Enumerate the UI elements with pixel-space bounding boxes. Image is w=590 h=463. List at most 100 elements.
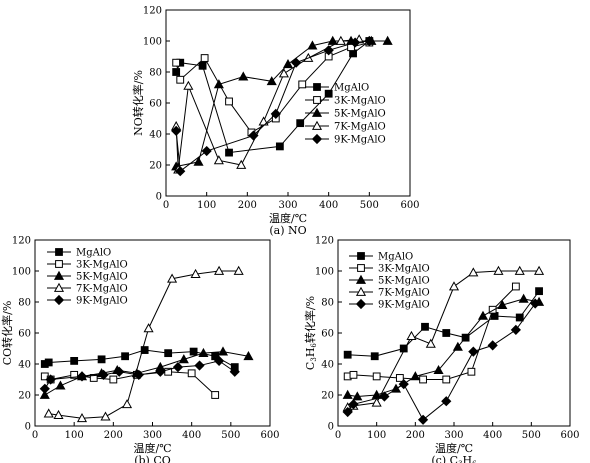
data-point — [225, 97, 233, 106]
x-tick-label: 100 — [367, 430, 386, 441]
series-9k-mgalo — [342, 298, 541, 425]
series-3k-mgalo — [40, 367, 220, 399]
x-axis-label: 温度/℃ — [435, 441, 473, 455]
data-point — [514, 265, 525, 275]
y-tick-label: 120 — [143, 6, 162, 17]
y-tick-label: 60 — [149, 99, 162, 110]
data-point — [198, 347, 209, 358]
y-tick-label: 60 — [321, 329, 334, 340]
data-point — [140, 346, 149, 354]
legend-marker — [357, 264, 365, 272]
chart-caption: (a) NO — [269, 224, 306, 237]
data-point — [352, 391, 363, 401]
data-point — [172, 361, 184, 373]
chart-caption: (c) C3H6 — [431, 454, 477, 463]
data-point — [270, 108, 281, 119]
data-point — [298, 80, 307, 89]
y-axis-label: NO转化率/% — [131, 70, 145, 136]
data-point — [172, 68, 181, 76]
data-point — [511, 282, 520, 291]
data-point — [468, 346, 479, 357]
legend-marker — [53, 282, 65, 292]
y-tick-label: 0 — [156, 192, 162, 203]
data-point — [172, 58, 181, 67]
data-point — [76, 413, 88, 423]
y-tick-label: 100 — [12, 267, 31, 278]
x-tick-label: 200 — [406, 430, 425, 441]
data-point — [39, 389, 50, 399]
data-point — [342, 389, 353, 399]
data-point — [213, 355, 225, 367]
legend-marker — [55, 260, 63, 268]
data-point — [468, 267, 479, 277]
x-tick-label: 600 — [560, 430, 579, 441]
data-point — [497, 299, 508, 309]
legend-entry: 9K-MgAlO — [76, 296, 128, 307]
data-point — [121, 352, 129, 361]
data-point — [419, 375, 427, 384]
y-tick-label: 100 — [315, 267, 334, 278]
data-point — [238, 71, 249, 81]
legend-entry: 5K-MgAlO — [76, 272, 128, 283]
data-point — [442, 329, 451, 337]
data-point — [534, 265, 545, 275]
data-point — [493, 265, 504, 275]
data-point — [291, 57, 302, 68]
chart-panel-c3h6: 0 100 200 300 400 500 600 0 20 40 60 80 100 120 温度/℃ C3… — [303, 236, 580, 463]
legend-entry: MgAlO — [334, 83, 369, 94]
data-point — [164, 349, 173, 358]
data-point — [441, 396, 452, 407]
series-7k-mgalo — [342, 265, 545, 412]
data-point — [176, 75, 185, 84]
data-point — [535, 287, 543, 296]
data-point — [155, 366, 166, 377]
data-point — [229, 366, 240, 377]
legend-entry: MgAlO — [378, 252, 413, 263]
data-point — [275, 142, 284, 151]
data-point — [348, 399, 359, 410]
x-tick-label: 400 — [483, 430, 502, 441]
x-tick-label: 0 — [32, 430, 38, 441]
data-point — [201, 145, 212, 157]
data-point — [395, 374, 404, 382]
data-point — [211, 352, 220, 361]
data-point — [433, 364, 444, 375]
data-point — [342, 406, 353, 418]
data-point — [371, 397, 382, 407]
data-point — [530, 298, 541, 309]
data-point — [442, 375, 451, 384]
plot-frame — [34, 239, 271, 427]
data-point — [193, 156, 204, 166]
series-9k-mgalo — [39, 355, 240, 394]
data-point — [171, 125, 182, 137]
legend-entry: MgAlO — [76, 248, 111, 259]
data-point — [178, 354, 189, 364]
data-point — [44, 358, 53, 367]
data-point — [211, 391, 220, 399]
y-axis-label: C3H6转化率/% — [303, 296, 318, 370]
legend-marker — [53, 270, 65, 280]
x-tick-label: 500 — [221, 430, 240, 441]
data-point — [425, 338, 436, 348]
data-point — [100, 411, 111, 421]
series-line — [347, 270, 540, 408]
data-point — [248, 130, 259, 141]
legend-marker — [311, 133, 323, 145]
data-point — [379, 391, 390, 402]
legend-marker — [53, 294, 65, 306]
legend-entry: 9K-MgAlO — [378, 300, 430, 311]
data-point — [266, 76, 277, 86]
series-line — [48, 270, 239, 419]
data-point — [410, 371, 421, 381]
data-point — [97, 355, 106, 364]
data-point — [194, 360, 205, 371]
data-point — [76, 371, 88, 382]
data-point — [45, 374, 56, 385]
data-point — [213, 155, 224, 165]
chart-caption: (b) CO — [134, 454, 171, 463]
data-point — [349, 37, 361, 48]
data-point — [349, 370, 358, 379]
data-point — [236, 159, 247, 169]
